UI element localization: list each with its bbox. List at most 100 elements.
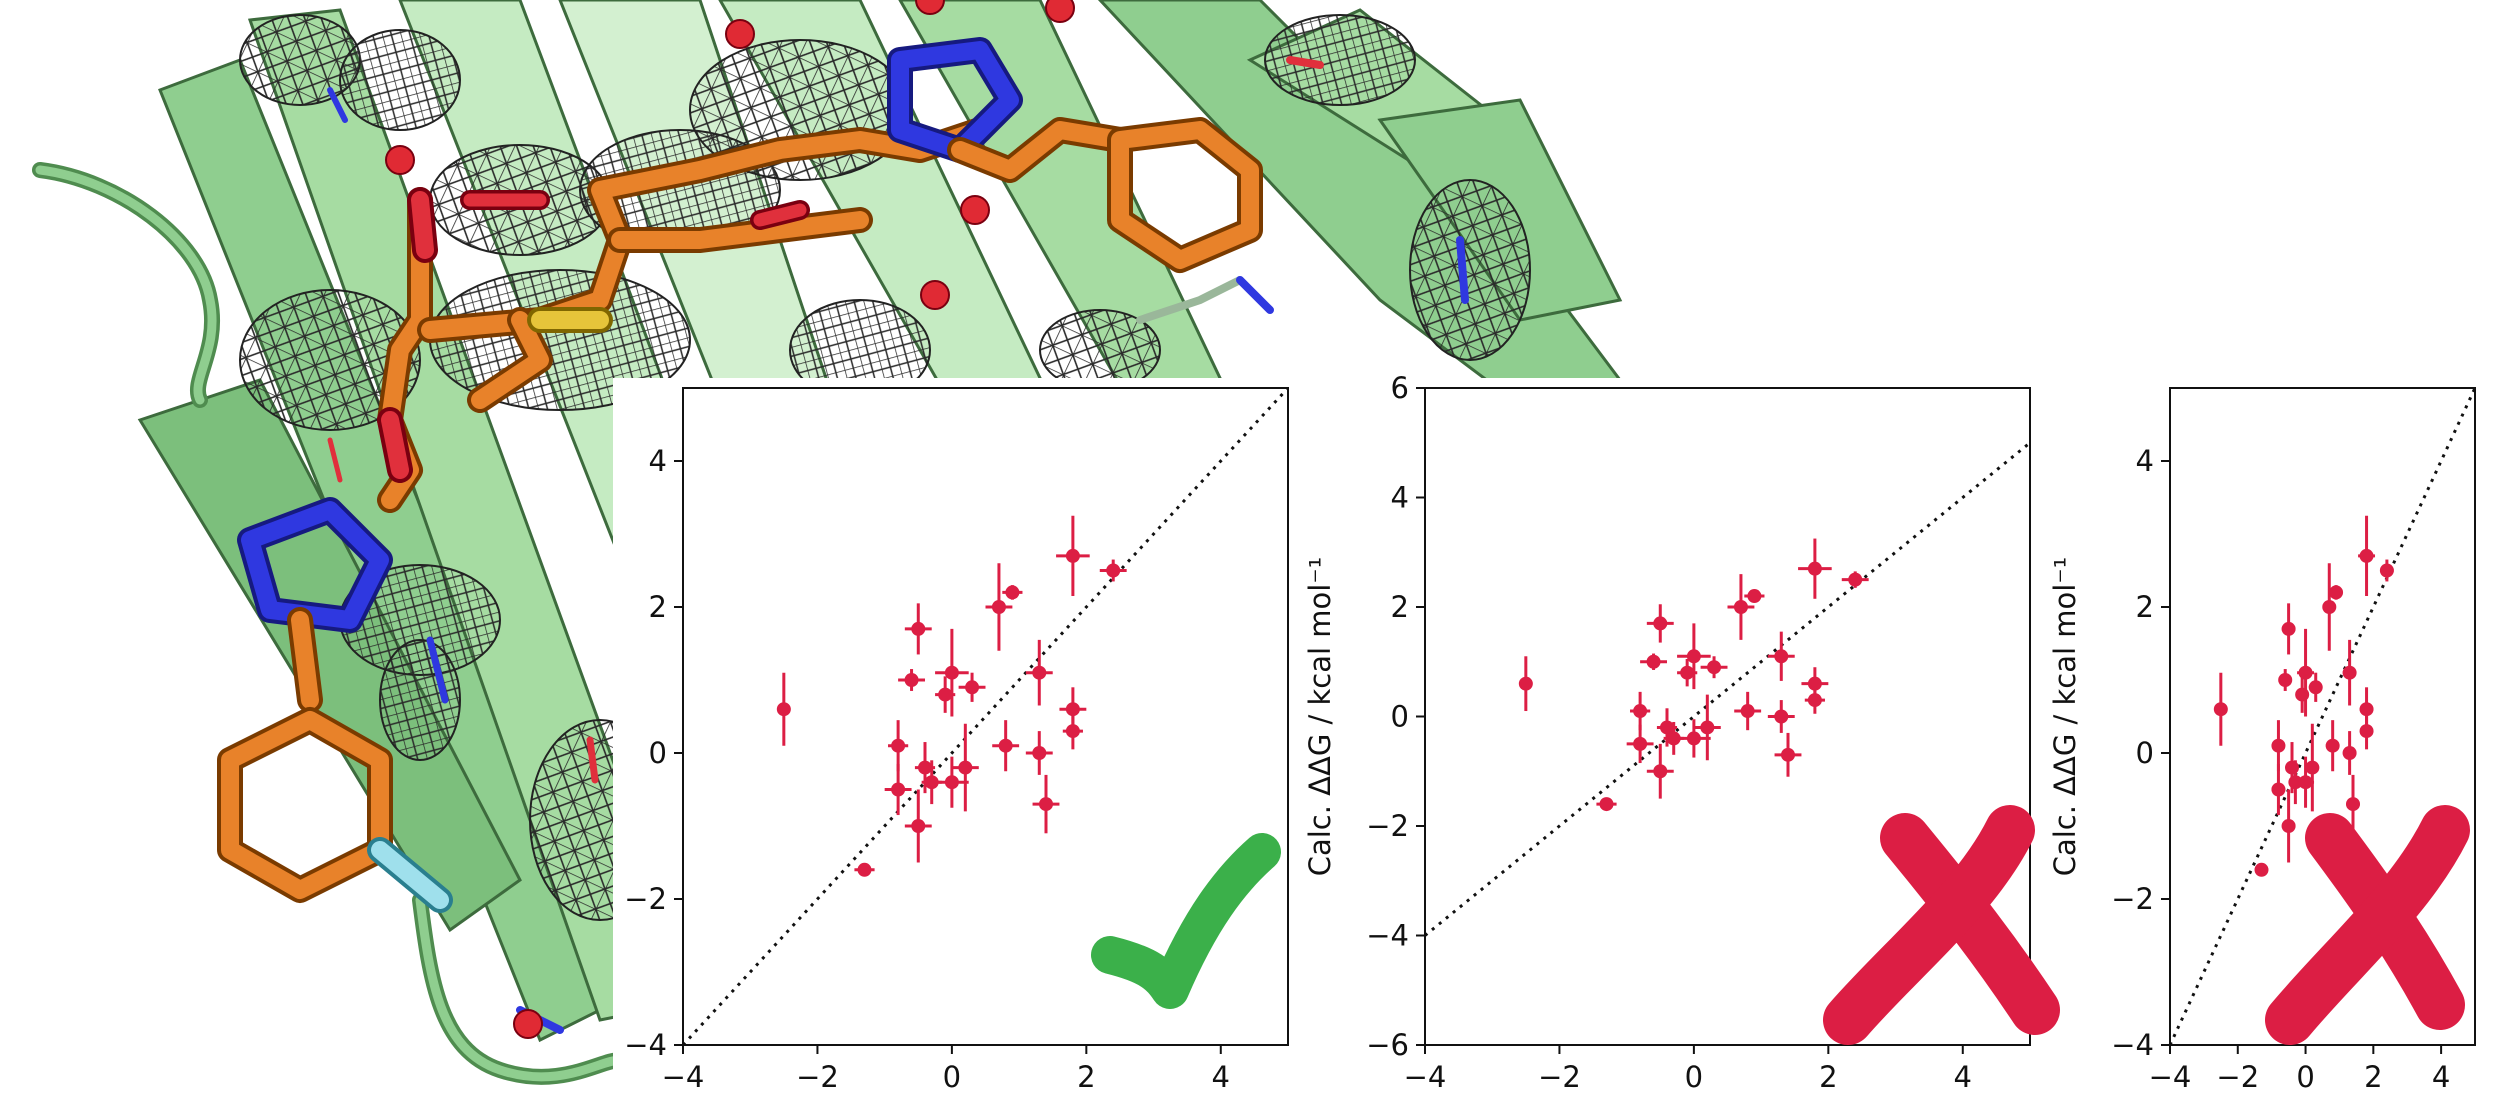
- point-marker: [1774, 709, 1789, 724]
- data-point: [1518, 656, 1533, 712]
- point-marker: [2305, 760, 2320, 775]
- data-point: [1734, 691, 1762, 731]
- data-point: [951, 723, 979, 812]
- data-point: [1677, 719, 1711, 758]
- point-marker: [2271, 738, 2286, 753]
- x-tick-label: 4: [1212, 1060, 1230, 1094]
- data-point: [2297, 628, 2315, 717]
- data-point: [776, 672, 791, 746]
- ligand-sticks: [217, 37, 1263, 913]
- data-point: [1630, 691, 1651, 731]
- point-marker: [891, 738, 906, 753]
- point-marker: [1740, 704, 1755, 719]
- data-point: [2281, 789, 2296, 863]
- data-point: [1646, 604, 1674, 643]
- data-point: [2254, 862, 2269, 877]
- x-tick-label: 0: [2296, 1060, 2314, 1094]
- point-marker: [2271, 782, 2286, 797]
- y-tick-label: 0: [649, 736, 667, 770]
- point-marker: [1106, 563, 1121, 578]
- y-tick-label: 2: [1391, 590, 1409, 624]
- data-point: [1646, 743, 1674, 799]
- point-marker: [2325, 738, 2340, 753]
- point-marker: [776, 702, 791, 717]
- data-point: [2308, 672, 2323, 702]
- data-point: [2342, 731, 2357, 775]
- point-marker: [1680, 665, 1695, 680]
- data-point: [888, 720, 909, 772]
- y-tick-label: −4: [624, 1028, 667, 1062]
- data-point: [2322, 563, 2337, 651]
- data-point: [985, 563, 1013, 651]
- point-marker: [991, 600, 1006, 614]
- data-point: [2213, 672, 2228, 746]
- point-marker: [1707, 660, 1722, 675]
- point-marker: [2281, 621, 2296, 636]
- x-tick-label: −2: [2216, 1060, 2259, 1094]
- data-point: [1677, 623, 1711, 690]
- point-marker: [1747, 589, 1762, 604]
- data-point: [2288, 760, 2303, 805]
- y-tick-label: 2: [649, 590, 667, 624]
- y-axis-label: Calc. ΔΔG / kcal mol⁻¹: [2048, 557, 2082, 877]
- point-marker: [1733, 600, 1748, 614]
- point-marker: [1646, 654, 1661, 669]
- y-tick-label: −2: [2111, 882, 2154, 916]
- point-marker: [1065, 702, 1080, 717]
- point-marker: [2322, 600, 2337, 614]
- data-point: [2278, 669, 2293, 691]
- x-tick-label: 2: [1819, 1060, 1837, 1094]
- data-point: [1025, 639, 1053, 706]
- point-marker: [1848, 572, 1863, 587]
- data-point: [1640, 653, 1667, 670]
- x-tick-label: 0: [1685, 1060, 1703, 1094]
- data-point: [935, 756, 969, 808]
- point-marker: [2329, 585, 2344, 600]
- cross-icon: [2265, 805, 2470, 1045]
- data-point: [1767, 700, 1795, 733]
- point-marker: [2298, 665, 2313, 680]
- point-marker: [1039, 797, 1053, 812]
- x-tick-label: 4: [1954, 1060, 1972, 1094]
- point-marker: [2213, 702, 2228, 717]
- point-marker: [1807, 561, 1822, 576]
- point-marker: [1686, 731, 1701, 746]
- point-marker: [2288, 775, 2303, 790]
- water-molecules: [385, 0, 1075, 1039]
- point-marker: [2342, 665, 2357, 680]
- point-marker: [1653, 616, 1668, 631]
- check-icon: [1091, 833, 1281, 1009]
- data-point: [1767, 631, 1795, 681]
- y-tick-label: 4: [649, 444, 667, 478]
- data-point: [898, 669, 925, 691]
- point-marker: [2379, 563, 2394, 578]
- data-point: [1841, 571, 1869, 588]
- data-point: [1798, 538, 1832, 599]
- y-axis-label: Calc. ΔΔG / kcal mol⁻¹: [1303, 557, 1337, 877]
- data-point: [2379, 559, 2394, 582]
- y-tick-label: −2: [624, 882, 667, 916]
- coil-tube-left-inner: [35, 165, 217, 405]
- point-marker: [857, 862, 872, 877]
- point-marker: [1660, 720, 1674, 735]
- data-point: [2329, 585, 2344, 600]
- point-marker: [1807, 676, 1822, 691]
- x-tick-label: −2: [1538, 1060, 1581, 1094]
- data-point: [904, 789, 932, 863]
- point-marker: [1032, 665, 1047, 680]
- point-marker: [2346, 797, 2360, 812]
- data-point: [935, 628, 969, 717]
- x-tick-label: 0: [943, 1060, 961, 1094]
- point-marker: [1065, 548, 1080, 563]
- point-marker: [1700, 720, 1715, 735]
- data-point: [1700, 656, 1728, 679]
- x-tick-label: −4: [2149, 1060, 2192, 1094]
- data-point: [1626, 724, 1654, 764]
- y-tick-label: −4: [1366, 919, 1409, 953]
- point-marker: [2308, 680, 2323, 695]
- data-point: [992, 720, 1020, 772]
- point-marker: [1666, 731, 1681, 746]
- point-marker: [891, 782, 906, 797]
